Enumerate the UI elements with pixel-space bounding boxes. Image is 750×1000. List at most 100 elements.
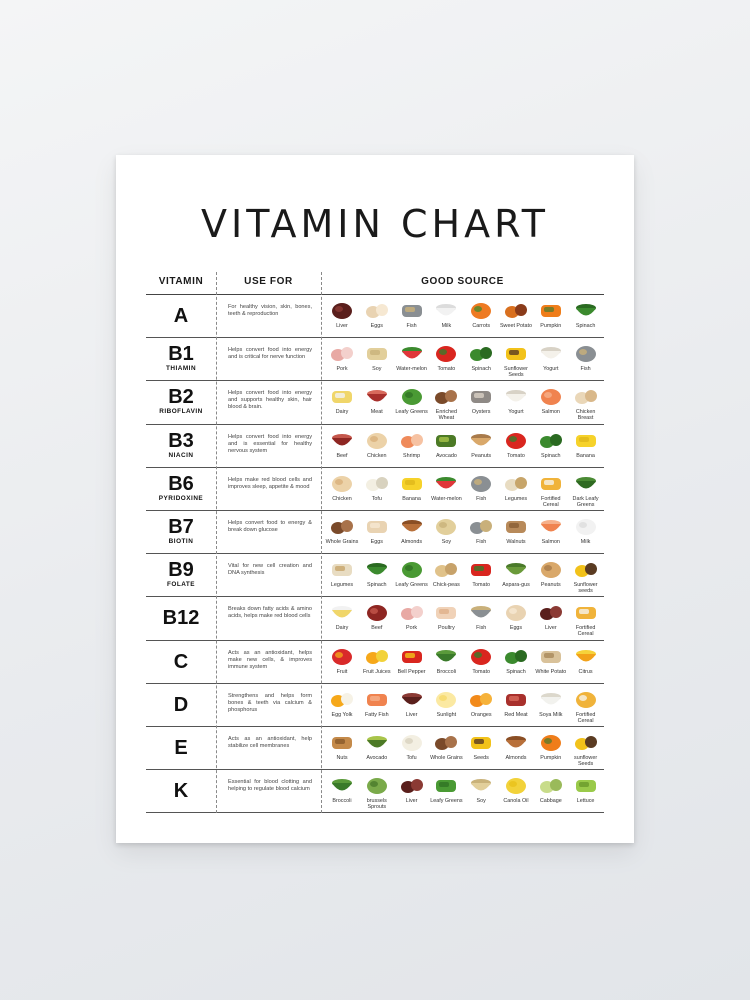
- milk-icon: [436, 304, 457, 316]
- food-item: sunflower Seeds: [569, 727, 603, 769]
- food-item: Citrus: [569, 641, 603, 683]
- banana-icon: [401, 477, 422, 490]
- food-label: Chicken Breast: [575, 409, 596, 422]
- food-label: Canola Oil: [503, 798, 529, 805]
- food-item: Almonds: [499, 727, 533, 769]
- sunflower-seeds-icon: [574, 563, 597, 578]
- food-item: Tomato: [429, 338, 463, 380]
- food-label: Legumes: [504, 495, 528, 502]
- food-label: Fortified Cereal: [541, 495, 561, 508]
- food-label: Leafy Greens: [395, 582, 428, 589]
- food-item: Nuts: [325, 727, 359, 769]
- fruit-juices-icon: [365, 649, 388, 664]
- food-label: Tomato: [507, 452, 525, 459]
- food-label: Soy: [372, 366, 382, 373]
- spinach-icon: [470, 347, 493, 362]
- table-row: B7 BIOTIN Helps convert food to energy & b…: [146, 511, 604, 555]
- food-label: Tomato: [437, 366, 456, 373]
- spinach-icon: [575, 304, 596, 316]
- food-item: White Potato: [534, 641, 568, 683]
- food-label: Tomato: [472, 582, 491, 589]
- food-item: Fish: [395, 295, 429, 337]
- chickpeas-icon: [435, 563, 458, 578]
- food-item: Egg Yolk: [325, 684, 359, 726]
- fish-icon: [575, 346, 596, 363]
- food-label: Peanuts: [471, 452, 492, 459]
- food-label: Shrimp: [403, 452, 421, 459]
- good-source-cell: Liver Eggs Fish Milk Carrots Sweet Potato Pump…: [321, 295, 604, 337]
- food-item: Tomato: [464, 641, 498, 683]
- food-item: Whole Grains: [429, 727, 463, 769]
- food-label: Soy: [476, 798, 486, 805]
- vitamin-letter: B1: [168, 343, 194, 366]
- food-label: Fruit: [336, 668, 348, 675]
- tofu-icon: [401, 734, 422, 751]
- food-item: Legumes: [325, 554, 359, 596]
- food-item: Lettuce: [569, 770, 603, 812]
- food-label: Yogurt: [543, 366, 559, 373]
- cabbage-icon: [539, 779, 562, 794]
- food-label: Pork: [406, 625, 418, 632]
- poultry-icon: [436, 607, 457, 620]
- food-item: Eggs: [360, 295, 394, 337]
- vitamin-letter: B2: [168, 386, 194, 409]
- sunflower-seeds-icon: [574, 735, 597, 750]
- food-item: Spinach: [499, 641, 533, 683]
- use-for-text: Helps make red blood cells and improves …: [228, 476, 312, 490]
- meat-icon: [366, 390, 387, 402]
- avocado-icon: [366, 735, 387, 748]
- nuts-icon: [332, 736, 352, 749]
- food-item: Red Meat: [499, 684, 533, 726]
- food-label: Avocado: [366, 754, 388, 761]
- pumpkin-icon: [540, 305, 561, 317]
- food-label: Seeds: [473, 754, 489, 761]
- food-label: Liver: [405, 711, 418, 718]
- food-label: Pork: [336, 366, 348, 373]
- egg-yolk-icon: [331, 692, 353, 707]
- food-item: Sunflower Seeds: [499, 338, 533, 380]
- oranges-icon: [470, 692, 493, 707]
- almonds-icon: [506, 735, 526, 748]
- food-label: Almonds: [401, 538, 423, 545]
- good-source-cell: Dairy Meat Leafy Greens Enriched Wheat Oyste…: [321, 381, 604, 423]
- chicken-icon: [366, 432, 387, 449]
- vitamin-name: THIAMIN: [165, 365, 197, 373]
- food-label: Milk: [580, 538, 591, 545]
- food-item: Peanuts: [534, 554, 568, 596]
- pork-icon: [400, 606, 423, 621]
- vitamin-name: BIOTIN: [168, 537, 194, 545]
- table-row: B3 NIACIN Helps convert food into energy a…: [146, 425, 604, 468]
- food-label: Beef: [336, 452, 348, 459]
- food-item: Dairy: [325, 597, 359, 639]
- good-source-cell: Beef Chicken Shrimp Avocado Peanuts Tomato Spi…: [321, 425, 604, 467]
- food-item: brussels Sprouts: [360, 770, 394, 812]
- food-label: Fish: [476, 495, 487, 502]
- vitamin-cell: K: [146, 770, 216, 812]
- use-for-text: Essential for blood clotting and helping…: [228, 779, 312, 793]
- food-label: Pumpkin: [540, 754, 562, 761]
- food-item: Milk: [569, 511, 603, 553]
- good-source-cell: Nuts Avocado Tofu Whole Grains Seeds Almonds P…: [321, 727, 604, 769]
- food-item: Spinach: [569, 295, 603, 337]
- food-item: Eggs: [360, 511, 394, 553]
- food-item: Chicken: [360, 425, 394, 467]
- food-item: Sunlight: [429, 684, 463, 726]
- food-item: Yogurt: [534, 338, 568, 380]
- use-for-text: Strengthens and helps form bones & teeth…: [228, 692, 312, 713]
- white-potato-icon: [540, 650, 561, 663]
- good-source-cell: Egg Yolk Fatty Fish Liver Sunlight Oranges Re…: [321, 684, 604, 726]
- vitamin-cell: B2 RIBOFLAVIN: [146, 381, 216, 423]
- food-item: Peanuts: [464, 425, 498, 467]
- food-item: Dairy: [325, 381, 359, 423]
- legumes-icon: [505, 476, 527, 491]
- soy-icon: [471, 779, 492, 791]
- food-label: Sunflower seeds: [573, 582, 598, 595]
- eggs-icon: [365, 304, 388, 318]
- food-label: Spinach: [367, 582, 387, 589]
- yogurt-icon: [540, 347, 561, 359]
- food-item: Fish: [464, 597, 498, 639]
- avocado-icon: [436, 434, 457, 447]
- liver-icon: [400, 779, 423, 794]
- food-item: Sunflower seeds: [569, 554, 603, 596]
- food-label: Broccoli: [332, 798, 352, 805]
